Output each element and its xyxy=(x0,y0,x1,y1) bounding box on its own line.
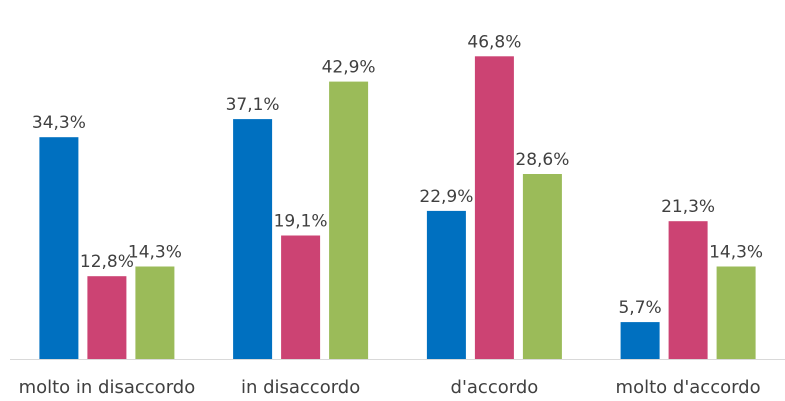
bar-series-1-1 xyxy=(39,137,79,359)
data-label-series-3-4: 14,3% xyxy=(709,243,763,263)
bar-series-1-2 xyxy=(233,119,273,359)
data-label-series-2-4: 21,3% xyxy=(661,197,715,217)
category-label-4: molto d'accordo xyxy=(616,377,761,398)
bar-series-2-2 xyxy=(281,235,321,359)
data-label-series-2-3: 46,8% xyxy=(467,32,521,52)
bar-series-3-3 xyxy=(522,174,562,359)
bar-series-2-1 xyxy=(87,276,127,359)
bar-group xyxy=(39,56,756,360)
bar-series-3-1 xyxy=(135,266,175,359)
data-label-series-3-2: 42,9% xyxy=(322,58,376,78)
data-label-series-1-1: 34,3% xyxy=(32,113,86,133)
bar-series-2-4 xyxy=(668,221,708,359)
data-label-series-1-4: 5,7% xyxy=(618,298,661,318)
data-label-series-1-3: 22,9% xyxy=(419,187,473,207)
category-label-3: d'accordo xyxy=(451,377,539,398)
bar-series-3-4 xyxy=(716,266,756,359)
bar-series-1-3 xyxy=(426,210,466,359)
category-label-2: in disaccordo xyxy=(241,377,360,398)
data-label-series-3-1: 14,3% xyxy=(128,243,182,263)
category-label-group: molto in disaccordo in disaccordo d'accord… xyxy=(19,377,761,398)
category-label-1: molto in disaccordo xyxy=(19,377,196,398)
bar-series-1-4 xyxy=(620,322,660,359)
data-label-series-3-3: 28,6% xyxy=(515,150,569,170)
data-label-series-2-2: 19,1% xyxy=(274,212,328,232)
data-label-series-2-1: 12,8% xyxy=(80,252,134,272)
data-label-series-1-2: 37,1% xyxy=(226,95,280,115)
bar-series-3-2 xyxy=(329,81,369,359)
data-label-group: 34,3%12,8%14,3%37,1%19,1%42,9%22,9%46,8%… xyxy=(32,32,763,318)
bar-series-2-3 xyxy=(474,56,514,360)
